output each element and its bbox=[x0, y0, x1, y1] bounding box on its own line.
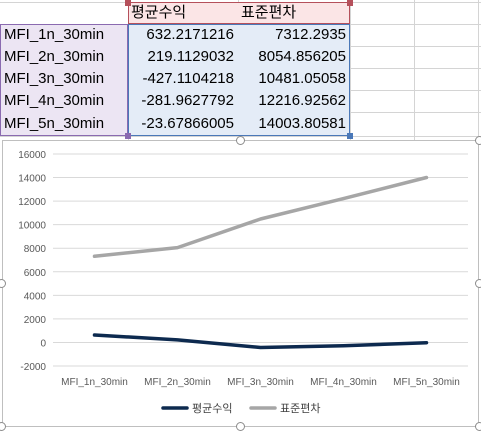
x-tick-label: MFI_3n_30min bbox=[227, 377, 294, 388]
row-label-cell[interactable]: MFI_5n_30min bbox=[2, 113, 126, 135]
row-label-cell[interactable]: MFI_2n_30min bbox=[2, 46, 126, 68]
y-tick-label: 4000 bbox=[24, 291, 47, 302]
y-tick-label: 2000 bbox=[24, 315, 47, 326]
row-label-cell[interactable]: MFI_4n_30min bbox=[2, 90, 126, 112]
line-chart[interactable]: 16000 14000 12000 10000 8000 6000 4000 2000 0 -20… bbox=[2, 140, 479, 427]
chart-resize-handle[interactable] bbox=[0, 422, 6, 431]
std-cell[interactable]: 14003.80581 bbox=[238, 113, 350, 135]
x-tick-label: MFI_5n_30min bbox=[393, 377, 460, 388]
x-tick-label: MFI_2n_30min bbox=[144, 377, 211, 388]
y-tick-label: 12000 bbox=[18, 197, 46, 208]
legend-label: 표준편차 bbox=[280, 402, 320, 415]
chart-resize-handle[interactable] bbox=[236, 422, 245, 431]
std-cell[interactable]: 12216.92562 bbox=[238, 90, 350, 112]
series-line-2 bbox=[95, 178, 427, 257]
std-cell[interactable]: 7312.2935 bbox=[238, 24, 350, 46]
mean-cell[interactable]: -23.67866005 bbox=[128, 113, 238, 135]
series-line-1 bbox=[95, 335, 427, 348]
chart-resize-handle[interactable] bbox=[236, 136, 245, 145]
legend-label: 평균수익 bbox=[192, 402, 232, 415]
x-tick-label: MFI_4n_30min bbox=[310, 377, 377, 388]
header-cell-std[interactable]: 표준편차 bbox=[238, 2, 350, 24]
mean-cell[interactable]: 219.1129032 bbox=[128, 46, 238, 68]
y-tick-label: -2000 bbox=[20, 362, 46, 373]
chart-plot: 16000 14000 12000 10000 8000 6000 4000 2000 0 -20… bbox=[3, 141, 480, 428]
x-tick-label: MFI_1n_30min bbox=[61, 377, 128, 388]
row-label-cell[interactable]: MFI_3n_30min bbox=[2, 68, 126, 90]
std-cell[interactable]: 10481.05058 bbox=[238, 68, 350, 90]
y-tick-label: 0 bbox=[40, 338, 46, 349]
mean-cell[interactable]: 632.2171216 bbox=[128, 24, 238, 46]
column-divider bbox=[350, 0, 351, 140]
y-tick-label: 8000 bbox=[24, 244, 47, 255]
header-cell-mean[interactable]: 평균수익 bbox=[128, 2, 238, 24]
y-tick-label: 16000 bbox=[18, 150, 46, 161]
y-tick-label: 10000 bbox=[18, 221, 46, 232]
y-tick-label: 14000 bbox=[18, 174, 46, 185]
row-label-cell[interactable]: MFI_1n_30min bbox=[2, 24, 126, 46]
y-tick-label: 6000 bbox=[24, 268, 47, 279]
spreadsheet-grid[interactable]: 평균수익 표준편차 MFI_1n_30min 632.2171216 7312.… bbox=[0, 0, 481, 140]
std-cell[interactable]: 8054.856205 bbox=[238, 46, 350, 68]
column-divider bbox=[414, 0, 415, 140]
chart-resize-handle[interactable] bbox=[475, 279, 481, 288]
chart-resize-handle[interactable] bbox=[475, 422, 481, 431]
mean-cell[interactable]: -281.9627792 bbox=[128, 90, 238, 112]
mean-cell[interactable]: -427.1104218 bbox=[128, 68, 238, 90]
column-divider bbox=[478, 0, 479, 140]
chart-resize-handle[interactable] bbox=[475, 136, 481, 145]
